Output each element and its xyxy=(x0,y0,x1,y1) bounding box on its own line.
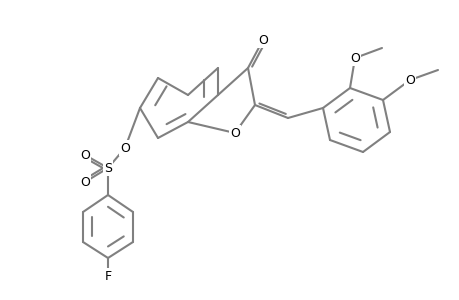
Text: F: F xyxy=(104,269,112,283)
Text: O: O xyxy=(349,52,359,64)
Text: O: O xyxy=(80,176,90,188)
Text: O: O xyxy=(80,148,90,161)
Text: O: O xyxy=(404,74,414,86)
Text: O: O xyxy=(230,127,240,140)
Text: S: S xyxy=(104,161,112,175)
Text: O: O xyxy=(120,142,129,154)
Text: O: O xyxy=(257,34,267,46)
